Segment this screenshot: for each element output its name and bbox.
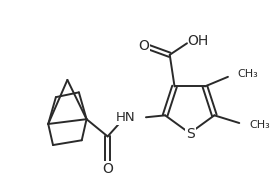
Text: CH₃: CH₃ — [237, 69, 258, 79]
Text: S: S — [186, 127, 195, 141]
Text: CH₃: CH₃ — [250, 120, 271, 130]
Text: HN: HN — [116, 111, 135, 124]
Text: O: O — [138, 39, 149, 53]
Text: O: O — [102, 162, 113, 176]
Text: OH: OH — [187, 34, 208, 48]
